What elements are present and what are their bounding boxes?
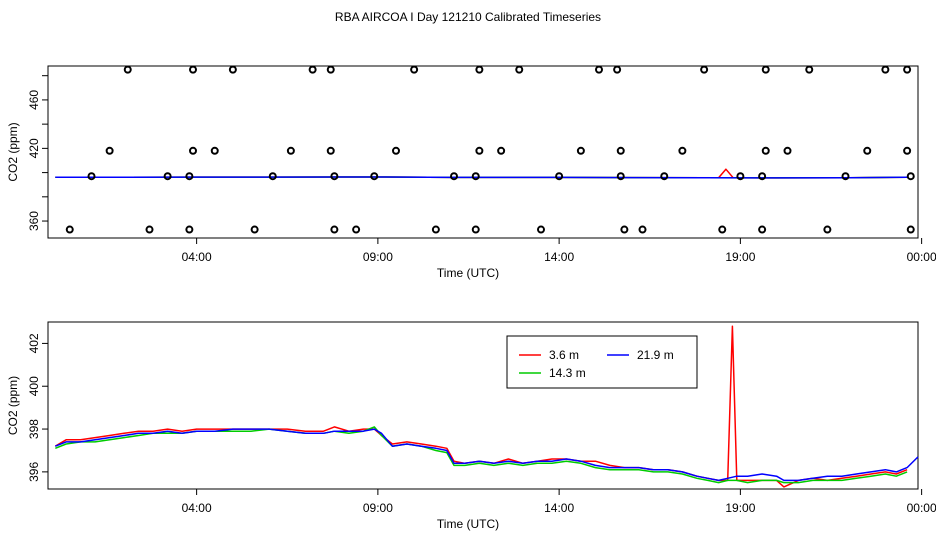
series-line-21-9-m xyxy=(55,428,919,482)
calibration-marker xyxy=(450,172,458,181)
calibration-marker xyxy=(431,225,440,234)
calibration-marker xyxy=(370,172,379,181)
series-line-21-9-m xyxy=(55,176,908,179)
plot-frame xyxy=(47,321,919,490)
calibration-marker xyxy=(475,146,484,155)
calibration-marker xyxy=(758,225,767,234)
x-tick-label: 19:00 xyxy=(725,501,755,515)
calibration-marker xyxy=(65,225,74,234)
calibration-marker xyxy=(330,225,339,234)
calibration-marker xyxy=(616,146,625,155)
calibration-marker xyxy=(210,146,219,155)
x-tick-label: 04:00 xyxy=(182,501,212,515)
calibration-marker xyxy=(761,65,770,74)
legend-box xyxy=(506,335,698,389)
calibration-marker xyxy=(638,225,647,234)
calibration-marker xyxy=(841,172,850,181)
calibration-marker xyxy=(497,146,506,155)
calibration-marker xyxy=(620,225,629,234)
x-tick-label: 14:00 xyxy=(544,250,574,264)
calibration-marker xyxy=(330,172,339,181)
calibration-marker xyxy=(616,172,625,181)
x-tick-label: 19:00 xyxy=(725,250,755,264)
calibration-marker xyxy=(576,146,585,155)
plot-frame xyxy=(47,65,919,239)
calibration-marker xyxy=(783,146,792,155)
legend-label: 14.3 m xyxy=(549,366,586,380)
calibration-marker xyxy=(761,146,770,155)
calibration-marker xyxy=(189,65,197,74)
calibration-marker xyxy=(903,146,912,155)
y-tick-label: 400 xyxy=(27,376,41,396)
calibration-marker xyxy=(87,172,96,181)
x-tick-label: 00:00 xyxy=(907,501,936,515)
calibration-marker xyxy=(392,146,400,155)
calibration-marker xyxy=(823,225,832,234)
calibration-marker xyxy=(555,172,564,181)
calibration-marker xyxy=(228,65,237,74)
calibration-marker xyxy=(475,65,484,74)
top-panel: 360 420 460 04:00 09:00 14:00 19:00 00:00 Time (… xyxy=(6,65,936,280)
calibration-marker xyxy=(185,225,194,234)
calibration-marker xyxy=(660,172,669,181)
calibration-marker xyxy=(123,65,132,74)
calibration-marker xyxy=(881,65,890,74)
calibration-marker xyxy=(903,65,912,74)
x-axis-label: Time (UTC) xyxy=(437,517,499,531)
calibration-marker xyxy=(471,172,480,181)
calibration-marker xyxy=(906,172,915,181)
y-axis-label: CO2 (ppm) xyxy=(6,122,20,181)
calibration-marker xyxy=(308,65,317,74)
calibration-marker xyxy=(515,65,524,74)
calibration-marker xyxy=(326,65,335,74)
calibration-marker xyxy=(700,65,709,74)
calibration-marker xyxy=(805,65,814,74)
y-tick-label: 360 xyxy=(27,211,41,231)
calibration-marker xyxy=(718,225,727,234)
calibration-marker xyxy=(595,65,603,74)
y-tick-label: 402 xyxy=(27,333,41,353)
calibration-marker xyxy=(410,65,419,74)
calibration-marker xyxy=(613,65,622,74)
calibration-marker xyxy=(863,146,872,155)
x-tick-label: 09:00 xyxy=(363,501,393,515)
calibration-marker xyxy=(105,146,114,155)
calibration-marker xyxy=(471,225,480,234)
legend-label: 21.9 m xyxy=(637,348,674,362)
legend-label: 3.6 m xyxy=(549,348,579,362)
x-axis-label: Time (UTC) xyxy=(437,266,499,280)
calibration-marker xyxy=(268,172,277,181)
calibration-marker xyxy=(250,225,259,234)
y-tick-label: 398 xyxy=(27,419,41,439)
y-axis-label: CO2 (ppm) xyxy=(6,376,20,435)
x-tick-label: 09:00 xyxy=(363,250,393,264)
y-tick-label: 460 xyxy=(27,90,41,110)
calibration-marker xyxy=(758,172,767,181)
calibration-marker xyxy=(286,146,295,155)
calibration-marker xyxy=(678,146,687,155)
series-line-14-3-m xyxy=(55,426,908,484)
calibration-marker xyxy=(163,172,172,181)
calibration-marker xyxy=(326,146,335,155)
bottom-panel: 396 398 400 402 04:00 09:00 14:00 19:00 00:00 Tim… xyxy=(6,321,936,531)
y-tick-label: 396 xyxy=(27,462,41,482)
x-tick-label: 14:00 xyxy=(544,501,574,515)
chart-title: RBA AIRCOA I Day 121210 Calibrated Times… xyxy=(335,10,601,24)
x-tick-label: 04:00 xyxy=(182,250,212,264)
y-tick-label: 420 xyxy=(27,138,41,158)
x-tick-label: 00:00 xyxy=(907,250,936,264)
calibration-marker xyxy=(352,225,361,234)
calibration-marker xyxy=(145,225,154,234)
legend: 3.6 m 21.9 m 14.3 m xyxy=(506,335,698,389)
calibration-marker xyxy=(906,225,915,234)
calibration-marker xyxy=(189,146,197,155)
calibration-marker xyxy=(537,225,545,234)
calibration-marker xyxy=(185,172,194,181)
calibration-marker xyxy=(736,172,745,181)
